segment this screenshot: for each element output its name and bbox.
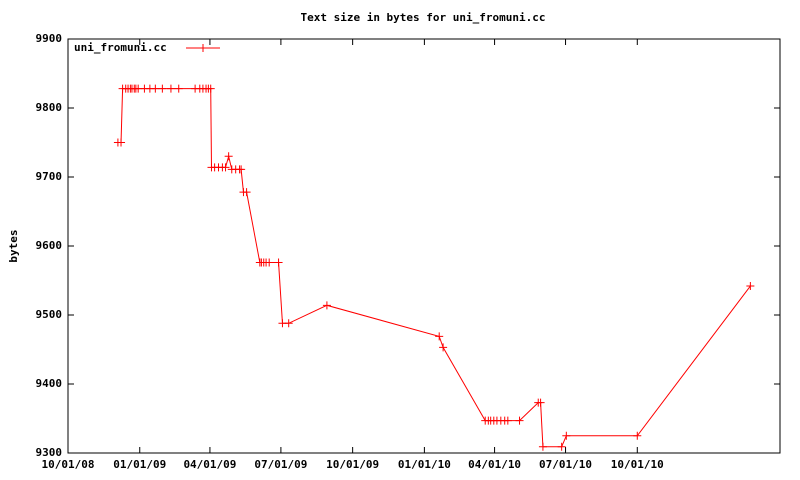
y-tick-label: 9600 xyxy=(36,239,63,252)
y-tick-label: 9300 xyxy=(36,446,63,459)
x-tick-label: 10/01/10 xyxy=(611,458,664,471)
point xyxy=(322,301,331,310)
point xyxy=(224,152,233,161)
point xyxy=(237,165,246,174)
point xyxy=(206,84,215,93)
x-tick-label: 01/01/09 xyxy=(113,458,166,471)
point xyxy=(242,188,251,197)
point xyxy=(174,84,183,93)
point xyxy=(557,442,566,451)
y-tick-label: 9500 xyxy=(36,308,63,321)
point xyxy=(166,84,175,93)
point xyxy=(536,398,545,407)
point xyxy=(284,319,293,328)
y-tick-label: 9900 xyxy=(36,32,63,45)
x-tick-label: 07/01/09 xyxy=(254,458,307,471)
y-axis-label: bytes xyxy=(7,229,20,262)
legend-label: uni_fromuni.cc xyxy=(74,41,167,54)
point xyxy=(435,332,444,341)
point xyxy=(538,442,547,451)
legend-marker xyxy=(199,44,207,52)
point xyxy=(562,431,571,440)
x-tick-label: 04/01/10 xyxy=(468,458,521,471)
x-tick-label: 10/01/08 xyxy=(42,458,95,471)
point xyxy=(117,138,126,147)
x-tick-label: 10/01/09 xyxy=(326,458,379,471)
y-tick-label: 9800 xyxy=(36,101,63,114)
chart-title: Text size in bytes for uni_fromuni.cc xyxy=(300,11,545,24)
point xyxy=(221,163,230,172)
point xyxy=(503,416,512,425)
x-tick-label: 07/01/10 xyxy=(539,458,592,471)
point xyxy=(274,258,283,267)
point xyxy=(158,84,167,93)
x-tick-label: 01/01/10 xyxy=(398,458,451,471)
y-tick-label: 9400 xyxy=(36,377,63,390)
point xyxy=(151,84,160,93)
point xyxy=(265,258,274,267)
point xyxy=(439,343,448,352)
point xyxy=(633,431,642,440)
y-tick-label: 9700 xyxy=(36,170,63,183)
point xyxy=(515,416,524,425)
point xyxy=(746,282,755,291)
x-tick-label: 04/01/09 xyxy=(183,458,236,471)
